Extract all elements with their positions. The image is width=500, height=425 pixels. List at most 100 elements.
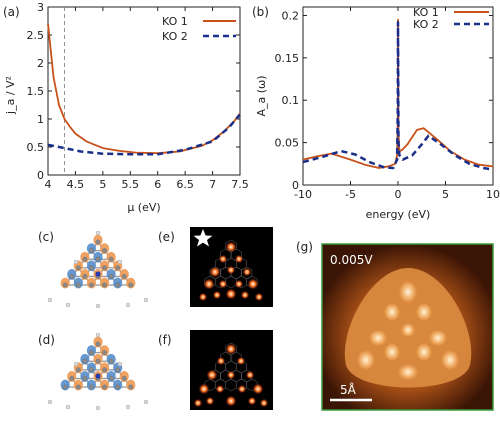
hydrogen-atom xyxy=(95,303,101,309)
carbon-atom xyxy=(69,376,75,381)
density-spot xyxy=(259,398,269,408)
x-tick-label: 6 xyxy=(154,178,161,191)
nitrogen-atom xyxy=(95,271,101,277)
density-spot xyxy=(234,279,244,289)
carbon-atom xyxy=(95,239,101,245)
carbon-atom xyxy=(128,384,134,390)
carbon-atom xyxy=(62,384,68,390)
series-a xyxy=(47,7,241,175)
carbon-atom xyxy=(121,376,127,381)
density-spot xyxy=(206,369,218,381)
carbon-atom xyxy=(82,256,88,262)
density-spot xyxy=(205,396,215,406)
hydrogen-atom xyxy=(117,259,123,265)
legend-label-ko2-a: KO 2 xyxy=(162,30,188,43)
x-tick-label: 4.5 xyxy=(67,178,85,191)
stm-lobes xyxy=(357,281,459,380)
y-tick-label: 3 xyxy=(37,1,44,14)
panel-d-molecule: (d) xyxy=(38,332,149,411)
plot-frame-a xyxy=(47,6,241,176)
density-spot xyxy=(216,356,226,366)
hydrogen-atom xyxy=(65,302,71,308)
carbon-atom xyxy=(89,248,94,254)
density-spot xyxy=(240,290,250,300)
x-tick-label: -5 xyxy=(345,188,356,201)
legend-b: KO 1 KO 2 xyxy=(413,6,489,31)
y-tick-label: 0 xyxy=(292,179,299,192)
nitrogen-atom xyxy=(95,373,101,379)
series-line-ko2 xyxy=(47,113,241,156)
hydrogen-atom xyxy=(47,297,53,303)
carbon-atom xyxy=(62,282,68,288)
stm-lobe xyxy=(384,343,400,361)
carbon-atom xyxy=(69,274,75,279)
density-spot xyxy=(218,279,228,289)
stm-lobe xyxy=(441,350,459,370)
density-spot xyxy=(247,278,259,290)
panel-label-d: (d) xyxy=(38,333,55,347)
density-spot xyxy=(242,267,252,277)
hydrogen-atom xyxy=(73,361,79,367)
density-spot xyxy=(226,265,236,275)
carbon-atom xyxy=(75,367,81,373)
hydrogen-atom xyxy=(95,332,101,338)
carbon-atom xyxy=(102,384,107,390)
density-spot xyxy=(225,343,237,355)
stm-lobe xyxy=(384,303,400,321)
carbon-atom xyxy=(95,341,101,347)
carbon-atom xyxy=(75,384,81,390)
hydrogen-atom xyxy=(73,259,79,265)
density-spot xyxy=(215,384,225,394)
molecule-c xyxy=(47,230,149,309)
ticks-b: -10 -5 0 5 10 0 0.05 0.1 0.15 0.2 xyxy=(275,7,500,201)
x-axis-label-b: energy (eV) xyxy=(366,208,431,221)
density-spot xyxy=(247,396,257,406)
x-tick-label: 5.5 xyxy=(122,178,140,191)
legend-label-ko1-a: KO 1 xyxy=(162,15,188,28)
legend-label-ko2-b: KO 2 xyxy=(413,18,439,31)
molecule-d xyxy=(47,332,149,411)
carbon-atom xyxy=(82,274,88,279)
y-tick-label: 0.5 xyxy=(27,141,45,154)
panel-e-density: (e) xyxy=(158,227,273,307)
carbon-atom xyxy=(115,265,121,271)
scale-bar-label: 5Å xyxy=(340,382,357,397)
stm-lobe xyxy=(399,281,417,303)
x-axis-label-a: μ (eV) xyxy=(127,201,160,214)
x-tick-label: 6.5 xyxy=(176,178,194,191)
y-tick-label: 0.05 xyxy=(275,137,300,150)
hex-cell xyxy=(246,378,258,392)
hydrogen-atom xyxy=(143,399,149,405)
carbon-atom xyxy=(82,376,88,381)
x-tick-label: 5 xyxy=(99,178,106,191)
carbon-atom xyxy=(108,274,114,279)
density-spot xyxy=(198,383,210,395)
carbon-atom xyxy=(89,265,94,271)
panel-label-e: (e) xyxy=(158,230,175,244)
carbon-atom xyxy=(102,350,107,356)
panel-a-chart: (a) j_a / V² μ (eV) KO 1 KO 2 4 4.5 5 5.5 6 6… xyxy=(3,1,249,214)
density-spot xyxy=(203,278,215,290)
panel-f-density: (f) xyxy=(158,330,273,410)
density-spot xyxy=(245,370,255,380)
carbon-atom xyxy=(89,282,94,288)
star-icon xyxy=(193,229,213,247)
density-spot xyxy=(225,288,237,300)
density-spot xyxy=(252,383,264,395)
hydrogen-atom xyxy=(125,302,131,308)
x-tick-label: 4 xyxy=(45,178,52,191)
carbon-atom xyxy=(89,367,94,373)
carbon-atom xyxy=(108,256,114,262)
stm-lobe xyxy=(416,303,432,321)
y-tick-label: 1.5 xyxy=(27,85,45,98)
panel-g-stm: (g) 0.005V 5Å xyxy=(296,240,494,411)
legend-label-ko1-b: KO 1 xyxy=(413,6,439,19)
panel-label-g: (g) xyxy=(296,240,313,254)
hydrogen-atom xyxy=(65,404,71,410)
y-tick-label: 0 xyxy=(37,169,44,182)
density-spot xyxy=(225,395,237,407)
legend-a: KO 1 KO 2 xyxy=(162,15,236,43)
density-spot xyxy=(212,290,222,300)
y-tick-label: 0.1 xyxy=(282,94,300,107)
